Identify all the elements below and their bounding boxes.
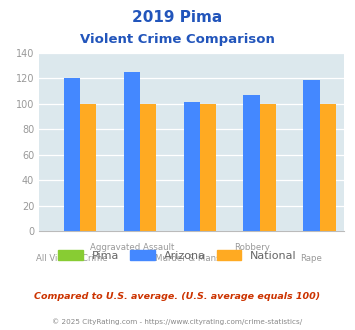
Text: 2019 Pima: 2019 Pima [132, 10, 223, 25]
Bar [124, 72, 140, 231]
Text: Robbery: Robbery [234, 244, 269, 252]
Bar [200, 104, 216, 231]
Bar [184, 102, 200, 231]
Bar [140, 104, 156, 231]
Text: All Violent Crime: All Violent Crime [36, 254, 108, 263]
Text: © 2025 CityRating.com - https://www.cityrating.com/crime-statistics/: © 2025 CityRating.com - https://www.city… [53, 318, 302, 325]
Bar [64, 78, 80, 231]
Bar [303, 80, 320, 231]
Text: Rape: Rape [300, 254, 322, 263]
Text: Violent Crime Comparison: Violent Crime Comparison [80, 33, 275, 46]
Text: Aggravated Assault: Aggravated Assault [90, 244, 174, 252]
Bar [244, 95, 260, 231]
Legend: Pima, Arizona, National: Pima, Arizona, National [54, 246, 301, 265]
Bar [320, 104, 336, 231]
Bar [80, 104, 96, 231]
Bar [260, 104, 276, 231]
Text: Murder & Mans...: Murder & Mans... [155, 254, 229, 263]
Text: Compared to U.S. average. (U.S. average equals 100): Compared to U.S. average. (U.S. average … [34, 292, 321, 301]
